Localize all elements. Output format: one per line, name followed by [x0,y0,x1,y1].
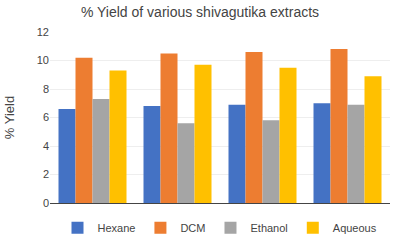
svg-text:Aqueous: Aqueous [333,222,377,234]
svg-text:6: 6 [43,111,49,123]
svg-text:2: 2 [43,168,49,180]
svg-text:0: 0 [43,197,49,209]
svg-text:DCM: DCM [180,222,205,234]
svg-text:% Yield of various shivagutika: % Yield of various shivagutika extracts [81,4,319,20]
svg-text:10: 10 [37,54,49,66]
svg-text:Ethanol: Ethanol [250,222,287,234]
svg-text:Hexane: Hexane [98,222,136,234]
svg-text:4: 4 [43,140,49,152]
svg-text:% Yield: % Yield [2,96,17,139]
svg-text:8: 8 [43,83,49,95]
svg-text:12: 12 [37,26,49,38]
